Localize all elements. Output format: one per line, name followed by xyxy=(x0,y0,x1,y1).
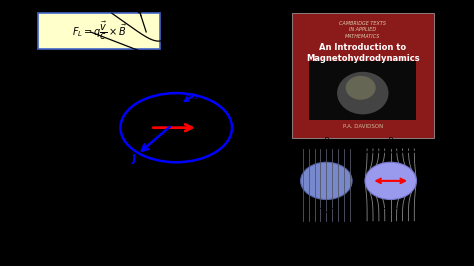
Text: CAMBRIDGE TEXTS
IN APPLIED
MATHEMATICS: CAMBRIDGE TEXTS IN APPLIED MATHEMATICS xyxy=(339,21,386,39)
Text: T>T$_c$: T>T$_c$ xyxy=(315,206,337,219)
Text: B: B xyxy=(388,137,393,146)
Text: $\longrightarrow$: $\longrightarrow$ xyxy=(350,206,367,216)
FancyBboxPatch shape xyxy=(309,61,417,120)
Text: An Introduction to
Magnetohydrodynamics: An Introduction to Magnetohydrodynamics xyxy=(306,43,419,63)
Ellipse shape xyxy=(301,162,352,200)
Ellipse shape xyxy=(337,72,389,114)
FancyBboxPatch shape xyxy=(292,13,434,138)
Text: J: J xyxy=(131,154,135,164)
Ellipse shape xyxy=(346,76,376,100)
Text: Jet: Jet xyxy=(271,114,283,124)
Text: T<T$_c$: T<T$_c$ xyxy=(379,206,402,219)
Ellipse shape xyxy=(365,162,417,200)
FancyBboxPatch shape xyxy=(37,13,160,49)
Text: Figure 2.8  An example of Alfvén's theorem.  Flow through a magnetic field
cause: Figure 2.8 An example of Alfvén's theore… xyxy=(30,239,346,261)
Text: B: B xyxy=(173,247,180,257)
Text: $F_L = q\dfrac{\vec{v}}{c} \times \vec{B}$: $F_L = q\dfrac{\vec{v}}{c} \times \vec{B… xyxy=(72,19,127,42)
Text: B: B xyxy=(324,137,329,146)
Text: $B_{out}$: $B_{out}$ xyxy=(185,92,200,102)
Text: P.A. DAVIDSON: P.A. DAVIDSON xyxy=(343,124,383,129)
